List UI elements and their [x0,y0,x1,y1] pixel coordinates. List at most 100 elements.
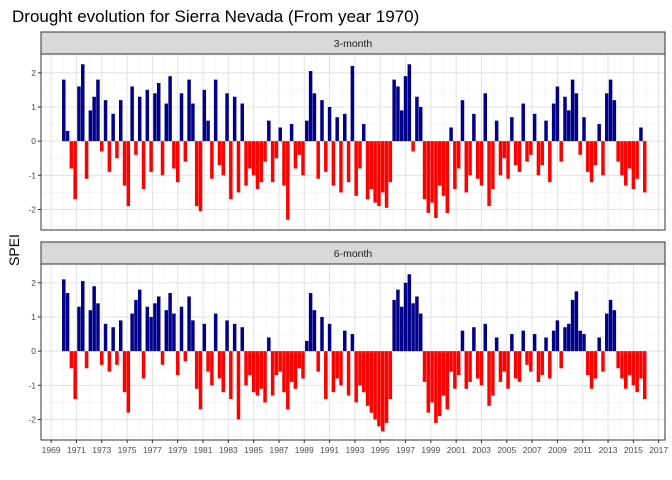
drought-bar [358,141,362,169]
x-tick-label: 2003 [472,445,491,455]
wet-bar [494,120,499,142]
wet-bar [179,306,184,352]
y-tick-label: 2 [31,68,36,78]
drought-bar [358,351,362,386]
drought-bar [69,351,74,369]
wet-bar [483,323,488,352]
drought-bar [453,141,457,189]
x-tick-label: 2009 [548,445,567,455]
drought-bar [620,141,624,176]
drought-bar [346,141,351,183]
wet-bar [88,310,93,352]
drought-bar [160,351,165,365]
drought-bar [525,351,529,365]
drought-bar [377,351,381,427]
drought-bar [172,141,176,169]
drought-bar [217,351,222,379]
wet-bar [179,93,184,142]
drought-bar [69,141,74,169]
wet-bar [187,79,191,142]
wet-bar [96,79,100,142]
drought-bar [513,351,518,379]
drought-bar [107,351,112,372]
wet-bar [544,120,548,142]
wet-bar [77,86,81,142]
drought-bar [430,351,434,403]
drought-bar [498,141,503,176]
drought-bar [586,351,590,376]
y-tick-label: -1 [28,380,36,390]
drought-bar [468,351,472,382]
wet-bar [62,279,66,352]
drought-bar [487,351,491,406]
drought-bar [373,351,377,420]
wet-bar [145,306,150,352]
drought-bar [282,141,286,186]
wet-bar [597,337,601,352]
wet-bar [172,313,176,352]
wet-bar [418,313,423,352]
drought-bar [639,351,643,379]
wet-bar [164,310,169,352]
x-tick-label: 1995 [371,445,390,455]
y-tick-label: 1 [31,102,36,112]
drought-bar [384,141,389,208]
drought-bar [183,351,188,362]
drought-bar [616,351,620,369]
drought-bar [441,141,446,196]
wet-bar [225,93,229,142]
drought-bar [126,141,131,207]
drought-bar [316,351,320,372]
wet-bar [187,296,191,352]
drought-bar [175,351,180,376]
drought-bar [381,141,385,193]
drought-bar [194,141,199,207]
wet-bar [510,117,514,142]
wet-bar [164,103,169,142]
wet-bar [191,320,195,352]
wet-bar [202,323,207,352]
drought-bar [324,351,328,399]
drought-bar [548,351,552,379]
drought-bar [297,351,301,369]
wet-bar [103,100,108,142]
drought-bar [210,351,214,386]
drought-bar [475,141,480,179]
drought-bar [475,351,480,379]
wet-bar [327,323,332,352]
drought-bar [487,141,491,207]
drought-bar [491,351,495,396]
wet-bar [213,79,218,142]
drought-bar [259,351,263,389]
drought-bar [529,351,533,372]
bar-series-6-month [62,274,647,432]
drought-bar [479,351,484,386]
wet-bar [92,96,96,142]
wet-bar [149,316,153,352]
drought-bar [426,351,431,413]
drought-bar [282,351,286,393]
wet-bar [206,120,210,142]
drought-bar [141,351,146,379]
drought-bar [468,141,472,176]
drought-bar [84,141,89,179]
drought-bar [149,141,153,172]
drought-bar [248,351,252,376]
drought-bar [244,351,248,386]
wet-bar [639,127,643,142]
drought-bar [506,141,510,179]
wet-bar [612,310,617,352]
drought-bar [270,351,275,396]
wet-bar [350,334,355,352]
wet-bar [103,323,108,352]
drought-bar [369,141,374,189]
drought-bar [198,351,203,410]
wet-bar [399,306,404,352]
x-tick-label: 1977 [143,445,162,455]
wet-bar [232,323,237,352]
wet-bar [320,316,324,352]
drought-bar [274,141,279,159]
wet-bar [335,117,339,142]
drought-bar [525,141,529,162]
